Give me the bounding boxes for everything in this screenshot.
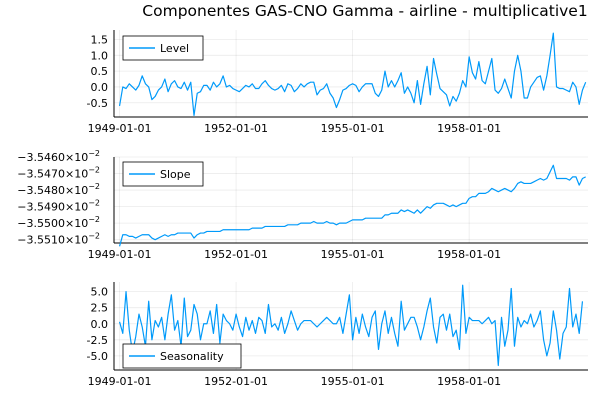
series-line-seasonality [118,284,584,367]
y-tick-label: 2.5 [91,302,109,315]
series-line-level [118,32,587,117]
y-tick-label: 1.0 [91,49,109,62]
y-tick-label: 0.5 [91,65,109,78]
y-tick-label: -0.5 [87,97,108,110]
legend: Slope [122,161,204,187]
y-tick-label: 0.0 [91,81,109,94]
panel-slope: 1949-01-01 1952-01-01 1955-01-01 1958-01-01… [17,149,588,261]
x-tick-label: 1949-01-01 [88,375,152,388]
legend-label: Seasonality [160,350,224,363]
panel-seasonality: 1949-01-01 1952-01-01 1955-01-01 1958-01-01… [87,282,588,388]
y-tick-label: -2.5 [87,334,108,347]
y-tick-label: -5.0 [87,350,108,363]
y-tick-label: −3.5460×10−2 [17,149,100,164]
panel-level: 1949-01-01 1952-01-01 1955-01-01 1958-01-01… [87,30,588,135]
x-tick-label: 1955-01-01 [321,248,385,261]
x-tick-label: 1958-01-01 [437,122,501,135]
legend: Level [122,35,204,61]
x-tick-label: 1952-01-01 [204,375,268,388]
y-tick-label: −3.5500×10−2 [17,215,100,230]
x-tick-label: 1955-01-01 [321,122,385,135]
chart-title: Componentes GAS-CNO Gamma - airline - mu… [142,2,587,20]
legend-label: Level [160,42,189,55]
x-tick-label: 1958-01-01 [437,375,501,388]
y-tick-label: 1.5 [91,33,109,46]
legend: Seasonality [122,343,242,369]
legend-label: Slope [160,168,191,181]
y-tick-label: −3.5490×10−2 [17,199,100,214]
y-tick-label: 0.0 [91,318,109,331]
x-tick-label: 1955-01-01 [321,375,385,388]
x-tick-label: 1952-01-01 [204,122,268,135]
x-tick-label: 1958-01-01 [437,248,501,261]
series-line-slope [118,164,586,247]
y-tick-label: −3.5510×10−2 [17,232,100,247]
x-tick-label: 1949-01-01 [88,248,152,261]
x-tick-label: 1949-01-01 [88,122,152,135]
y-tick-label: 5.0 [91,286,109,299]
y-tick-label: −3.5470×10−2 [17,166,100,181]
y-tick-label: −3.5480×10−2 [17,182,100,197]
x-tick-label: 1952-01-01 [204,248,268,261]
